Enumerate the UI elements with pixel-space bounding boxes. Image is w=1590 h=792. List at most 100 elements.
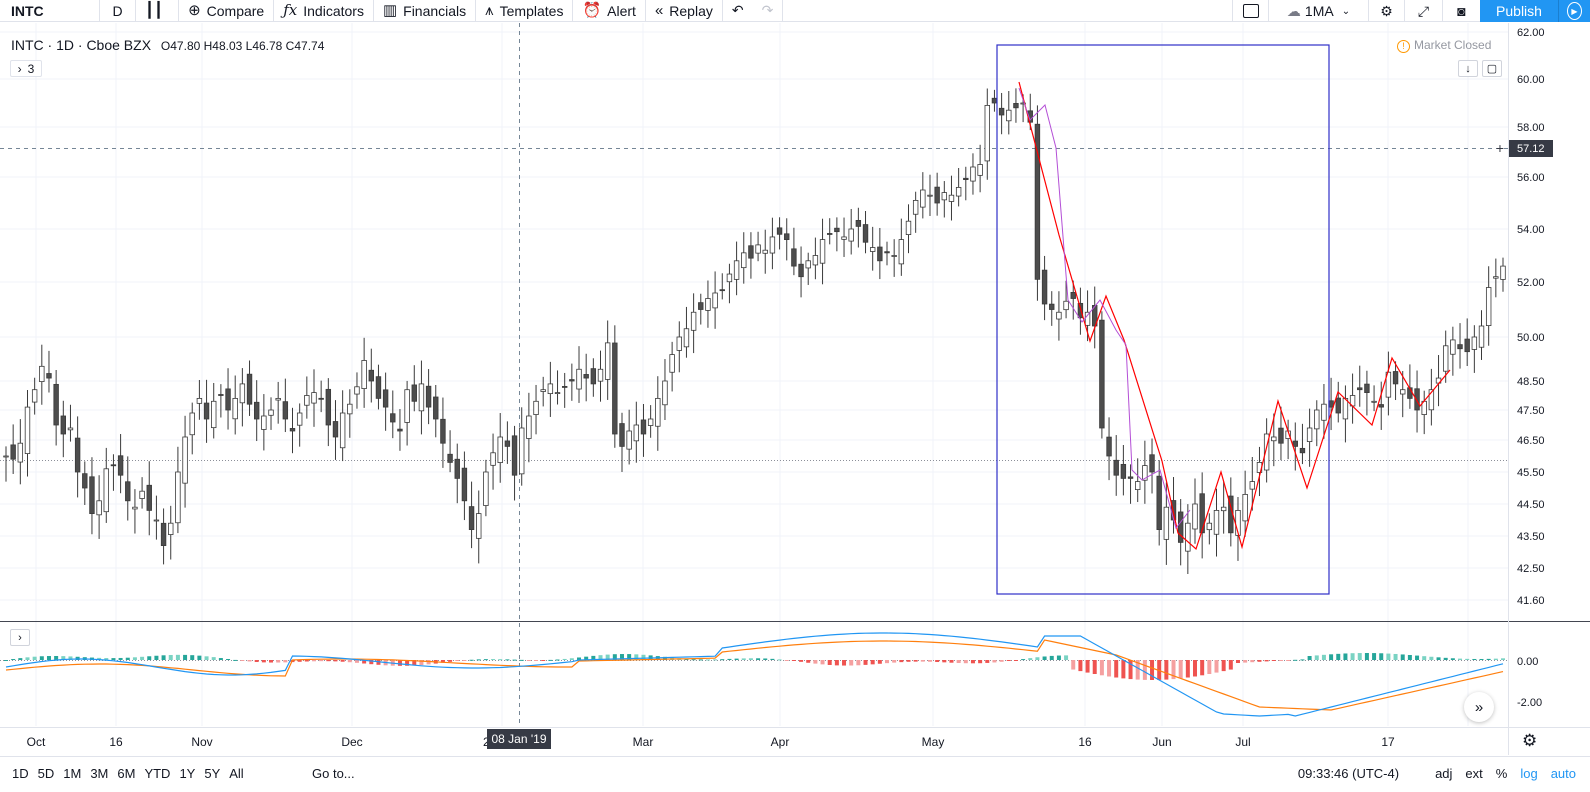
- candle-body: [583, 374, 589, 379]
- osc-tick-label: 0.00: [1517, 656, 1538, 668]
- histogram-bar: [1501, 658, 1505, 660]
- candle-body: [282, 401, 289, 420]
- histogram-bar: [913, 660, 918, 662]
- replay-button[interactable]: « Replay: [646, 0, 723, 22]
- chart-type-button[interactable]: ┃┃: [136, 0, 180, 22]
- scroll-to-realtime-button[interactable]: »: [1464, 692, 1494, 722]
- histogram-bar: [1071, 660, 1076, 670]
- histogram-bar: [369, 660, 374, 665]
- range-5d[interactable]: 5D: [37, 766, 55, 781]
- candle-body: [211, 400, 217, 429]
- candle-body: [10, 444, 16, 460]
- indicators-collapse-button[interactable]: › 3: [10, 60, 42, 77]
- histogram-bar: [505, 659, 510, 661]
- price-tick-label: 56.00: [1517, 172, 1545, 184]
- select-tool-button[interactable]: [1232, 0, 1268, 22]
- chevron-right-icon: ›: [18, 631, 22, 644]
- range-6m[interactable]: 6M: [117, 766, 136, 781]
- oscillator-collapse-button[interactable]: ›: [10, 629, 30, 646]
- interval-label: D: [112, 2, 123, 19]
- candle-body: [1485, 287, 1492, 326]
- histogram-bar: [1228, 660, 1233, 670]
- fullscreen-button[interactable]: ⤢: [1404, 0, 1442, 22]
- histogram-bar: [1286, 660, 1291, 661]
- histogram-bar: [1343, 653, 1348, 660]
- candle-body: [934, 186, 940, 204]
- log-toggle[interactable]: log: [1520, 766, 1538, 781]
- bottom-right-controls: 09:33:46 (UTC-4) adj ext % log auto: [1298, 766, 1590, 781]
- undo-button[interactable]: ↶: [723, 0, 753, 22]
- histogram-bar: [1386, 653, 1391, 660]
- goto-date-button[interactable]: Go to...: [312, 766, 355, 781]
- histogram-bar: [455, 660, 460, 662]
- candle-body: [354, 386, 360, 395]
- candle-body: [984, 105, 990, 162]
- snapshot-button[interactable]: ◙: [1442, 0, 1480, 22]
- range-1d[interactable]: 1D: [12, 766, 29, 781]
- ext-toggle[interactable]: ext: [1465, 766, 1483, 781]
- play-button[interactable]: ▶: [1558, 0, 1590, 22]
- layout-button[interactable]: ☁ 1MA ⌄: [1268, 0, 1368, 22]
- histogram-bar: [304, 660, 309, 662]
- candle-body: [1292, 440, 1298, 447]
- histogram-bar: [462, 660, 467, 661]
- undo-icon: ↶: [731, 2, 744, 18]
- histogram-bar: [1364, 653, 1369, 660]
- candle-body: [110, 464, 117, 467]
- range-ytd[interactable]: YTD: [144, 766, 171, 781]
- histogram-bar: [448, 660, 453, 662]
- histogram-bar: [662, 656, 667, 660]
- pane-down-button[interactable]: ↓: [1458, 60, 1478, 77]
- compare-button[interactable]: ⊕ Compare: [179, 0, 275, 22]
- histogram-bar: [1150, 660, 1155, 680]
- candle-body: [1013, 103, 1019, 109]
- interval-button[interactable]: D: [100, 0, 136, 22]
- histogram-bar: [1178, 660, 1183, 679]
- settings-button[interactable]: ⚙: [1368, 0, 1404, 22]
- range-3m[interactable]: 3M: [90, 766, 109, 781]
- histogram-bar: [491, 659, 496, 661]
- candle-body: [1149, 454, 1155, 473]
- candle-body: [146, 484, 152, 511]
- candle-body: [1414, 388, 1420, 411]
- histogram-bar: [1400, 654, 1405, 660]
- range-all[interactable]: All: [229, 766, 244, 781]
- histogram-bar: [75, 656, 80, 660]
- histogram-bar: [1121, 660, 1126, 679]
- histogram-bar: [11, 659, 16, 661]
- symbol-search-button[interactable]: INTC: [0, 0, 100, 22]
- candle-body: [784, 233, 790, 240]
- histogram-bar: [283, 660, 288, 663]
- histogram-bar: [992, 660, 997, 663]
- templates-icon: ⩚: [485, 2, 494, 19]
- redo-button[interactable]: ↷: [753, 0, 784, 22]
- candle-body: [1493, 276, 1499, 279]
- histogram-bar: [935, 660, 940, 663]
- histogram-bar: [168, 654, 173, 660]
- axis-settings-button[interactable]: ⚙: [1522, 731, 1537, 751]
- range-1y[interactable]: 1Y: [179, 766, 196, 781]
- candle-body: [619, 423, 625, 447]
- templates-button[interactable]: ⩚ Templates: [476, 0, 574, 22]
- range-5y[interactable]: 5Y: [204, 766, 221, 781]
- candle-body: [1156, 475, 1162, 531]
- pane-maximize-button[interactable]: ▢: [1482, 60, 1502, 77]
- candles-icon: ┃┃: [145, 2, 164, 19]
- histogram-bar: [362, 660, 367, 664]
- alert-button[interactable]: ⏰ Alert: [573, 0, 646, 22]
- publish-button[interactable]: Publish: [1480, 0, 1558, 22]
- histogram-bar: [978, 660, 983, 664]
- indicators-button[interactable]: ƒx Indicators: [274, 0, 374, 22]
- candle-body: [834, 227, 840, 233]
- candle-body: [153, 519, 160, 522]
- financials-button[interactable]: ▥ Financials: [374, 0, 477, 22]
- candle-body: [1392, 371, 1399, 385]
- histogram-bar: [326, 660, 331, 662]
- range-1m[interactable]: 1M: [63, 766, 82, 781]
- histogram-bar: [97, 657, 102, 660]
- auto-toggle[interactable]: auto: [1550, 766, 1576, 781]
- adj-toggle[interactable]: adj: [1435, 766, 1453, 781]
- histogram-bar: [534, 660, 539, 661]
- percent-toggle[interactable]: %: [1495, 766, 1508, 781]
